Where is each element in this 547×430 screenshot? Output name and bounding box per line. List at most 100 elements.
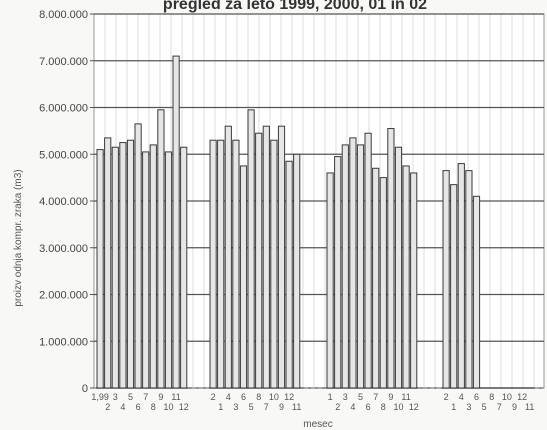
bar (457, 163, 465, 389)
x-tick-label: 10 (163, 402, 173, 412)
bar-layer (96, 55, 481, 389)
x-tick-label: 9 (279, 402, 284, 412)
x-tick-label: 8 (489, 392, 494, 402)
bar (372, 167, 380, 389)
x-tick-label: 2 (105, 402, 110, 412)
x-tick-label: 7 (497, 402, 502, 412)
x-tick-label: 8 (256, 392, 261, 402)
y-tick-label: 3.000.000 (39, 243, 88, 255)
bar (387, 128, 395, 389)
x-tick-label: 4 (459, 392, 464, 402)
x-tick-label: 6 (366, 402, 371, 412)
x-tick-label: 7 (373, 392, 378, 402)
bar (126, 139, 135, 389)
y-tick-label: 1.000.000 (39, 336, 88, 348)
x-tick-label: 3 (343, 392, 348, 402)
bar (142, 151, 150, 389)
bar (402, 165, 410, 389)
x-tick-label: 6 (474, 392, 479, 402)
x-tick-label: 2 (335, 402, 340, 412)
x-tick-label: 6 (241, 392, 246, 402)
y-tick-label: 8.000.000 (39, 9, 88, 21)
x-tick-label: 5 (249, 402, 254, 412)
x-tick-label: 11 (292, 402, 301, 412)
x-tick-label: 11 (525, 402, 534, 412)
x-tick-label: 4 (226, 392, 231, 402)
bar (465, 170, 473, 389)
bar (217, 139, 225, 389)
bar (172, 55, 180, 389)
bar (119, 142, 127, 389)
bar (255, 132, 263, 389)
y-tick-label: 6.000.000 (39, 103, 88, 115)
tick-layer: 0 1.000.000 2.000.000 3.000.000 4.000.000 5.0… (39, 9, 534, 412)
y-tick-label: 0 (82, 383, 88, 395)
bar (104, 137, 112, 389)
x-tick-label: 7 (264, 402, 269, 412)
bar (180, 146, 188, 389)
x-tick-label: 9 (388, 392, 393, 402)
bar (209, 139, 217, 389)
bar (247, 109, 255, 389)
bar (293, 153, 301, 389)
x-tick-label: 1 (218, 402, 223, 412)
x-tick-label: 3 (233, 402, 238, 412)
chart-title: pregled za leto 1999, 2000, 01 in 02 (163, 0, 427, 13)
bar (96, 149, 104, 389)
x-tick-label: 12 (409, 402, 419, 412)
bar (394, 146, 403, 389)
x-tick-label: 5 (128, 392, 133, 402)
x-tick-label: 5 (482, 402, 487, 412)
bar (450, 184, 458, 389)
x-tick-label: 4 (120, 402, 125, 412)
bar (134, 123, 142, 389)
bar (149, 144, 157, 389)
x-tick-label: 1 (328, 392, 333, 402)
bar (472, 195, 481, 389)
x-tick-label: 12 (284, 392, 294, 402)
bar (341, 144, 349, 389)
y-tick-label: 7.000.000 (39, 56, 88, 68)
bar (285, 160, 293, 389)
bar (442, 170, 450, 389)
x-tick-label: 10 (393, 402, 403, 412)
bar (326, 172, 334, 389)
bar (239, 165, 248, 389)
bar (349, 137, 357, 389)
x-tick-label: 11 (171, 392, 180, 402)
bar (277, 125, 286, 389)
y-tick-label: 5.000.000 (39, 149, 88, 161)
x-tick-label: 7 (143, 392, 148, 402)
bar (224, 125, 232, 389)
bar (111, 146, 119, 389)
y-axis-label: proizv odnja kompr. zraka (m3) (13, 169, 24, 306)
bar (356, 144, 365, 389)
x-tick-label: 10 (269, 392, 279, 402)
x-tick-label: 5 (358, 392, 363, 402)
x-tick-label: 8 (381, 402, 386, 412)
x-tick-label: 8 (151, 402, 156, 412)
y-tick-label: 2.000.000 (39, 290, 88, 302)
x-tick-label: 3 (113, 392, 118, 402)
x-tick-label: 1 (451, 402, 456, 412)
y-tick-label: 4.000.000 (39, 196, 88, 208)
x-tick-label: 12 (517, 392, 527, 402)
x-tick-label: 2 (444, 392, 449, 402)
x-tick-label: 10 (502, 392, 512, 402)
x-tick-label: 6 (136, 402, 141, 412)
bar (364, 132, 372, 389)
x-tick-label: 9 (512, 402, 517, 412)
x-tick-label: 3 (466, 402, 471, 412)
x-tick-label: 2 (211, 392, 216, 402)
bar (157, 109, 165, 389)
x-tick-label: 1,99 (91, 392, 109, 402)
bar (262, 125, 270, 389)
bar (410, 172, 418, 389)
bar (164, 151, 173, 389)
bar (379, 177, 387, 389)
x-tick-label: 11 (401, 392, 410, 402)
bar (334, 156, 342, 389)
x-axis-label: mesec (303, 419, 332, 430)
